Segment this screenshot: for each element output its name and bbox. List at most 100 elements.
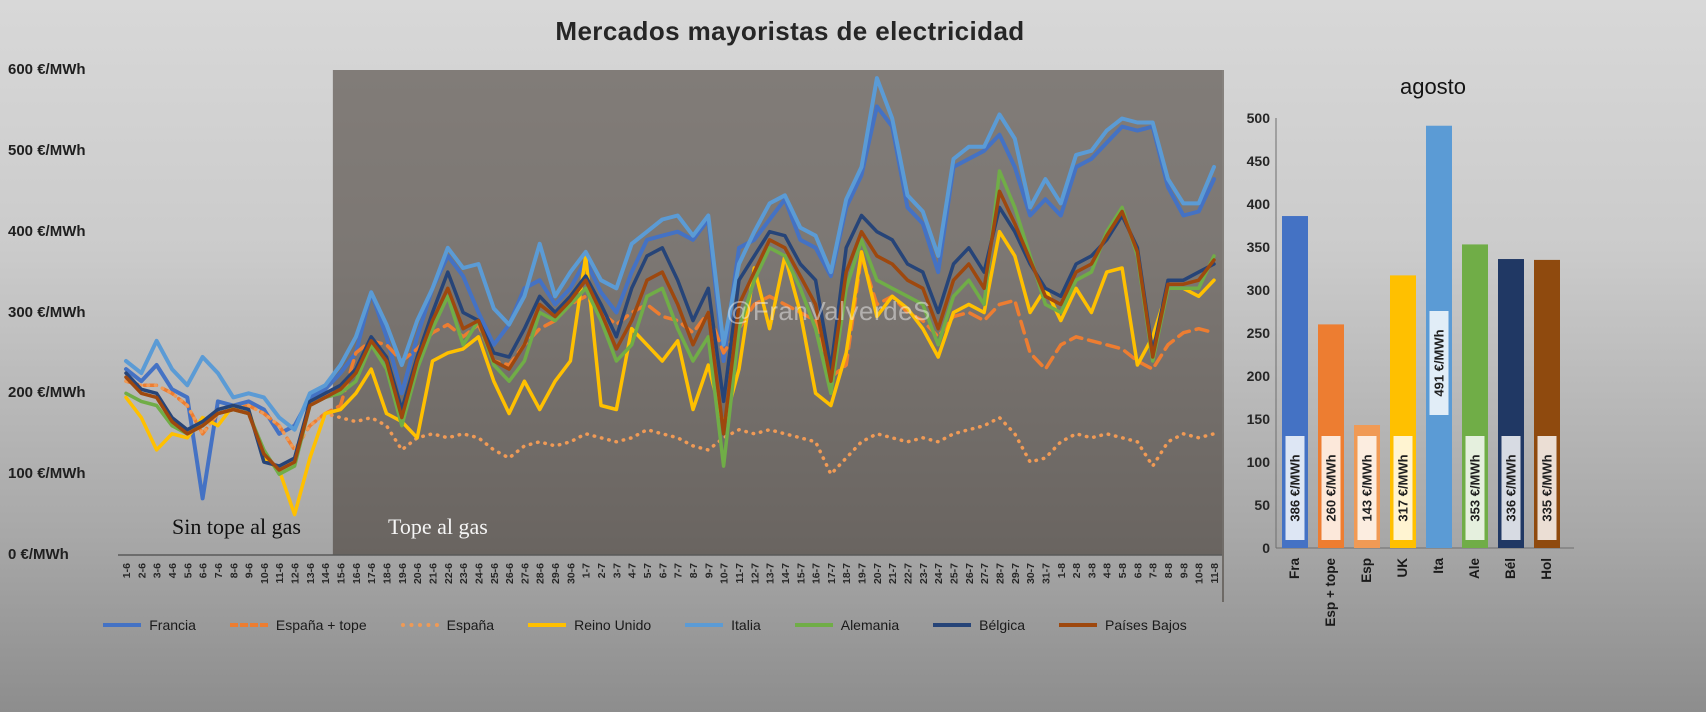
legend-line-marker: [1059, 623, 1098, 627]
y-axis-label: 500 €/MWh: [8, 141, 86, 159]
line-series-reino-unido: [124, 229, 1216, 517]
x-axis-label: 7-6: [213, 563, 225, 578]
bar-y-axis-label: 350: [1247, 239, 1271, 255]
bar-y-axis-label: 400: [1247, 196, 1271, 212]
x-axis-label: 16-6: [351, 563, 363, 584]
legend-line-marker: [528, 623, 567, 627]
svg-text:317 €/MWh: 317 €/MWh: [1396, 454, 1411, 521]
x-axis-label: 16-7: [811, 563, 823, 584]
svg-text:386 €/MWh: 386 €/MWh: [1288, 454, 1303, 521]
legend-line-marker: [794, 623, 833, 627]
y-axis-label: 100 €/MWh: [8, 465, 86, 483]
line-chart-y-axis: 600 €/MWh 500 €/MWh 400 €/MWh 300 €/MWh 200 …: [8, 61, 112, 563]
x-axis-label: 22-7: [903, 563, 915, 584]
legend-item-alemania: Alemania: [794, 617, 900, 633]
x-axis-label: 25-7: [948, 563, 960, 584]
x-axis-label: 2-8: [1071, 563, 1083, 578]
x-axis-label: 5-7: [642, 563, 654, 578]
x-axis-label: 7-7: [673, 563, 685, 578]
x-axis-label: 31-7: [1040, 563, 1052, 584]
x-axis-label: 5-6: [182, 563, 194, 578]
legend-label: Países Bajos: [1105, 617, 1187, 633]
x-axis-label: 9-8: [1178, 563, 1190, 578]
x-axis-label: 23-6: [458, 563, 470, 584]
legend-label: Francia: [149, 617, 196, 633]
svg-text:491 €/MWh: 491 €/MWh: [1432, 329, 1447, 396]
bar-category-label-b-l: Bél: [1503, 558, 1518, 579]
x-axis-label: 7-8: [1148, 563, 1160, 578]
x-axis-label: 28-7: [994, 563, 1006, 584]
legend-label: Italia: [731, 617, 761, 633]
svg-text:143 €/MWh: 143 €/MWh: [1360, 454, 1375, 521]
line-series-pa-ses-bajos: [124, 189, 1216, 472]
legend-label: Bélgica: [979, 617, 1026, 633]
bar-value-label-b-l: 336 €/MWh: [1501, 436, 1521, 540]
x-axis-label: 3-6: [152, 563, 164, 578]
shaded-region-tope-al-gas: [332, 70, 1222, 555]
legend-line-marker: [103, 623, 142, 627]
bar-y-axis-label: 300: [1247, 282, 1271, 298]
x-axis-label: 20-7: [872, 563, 884, 584]
legend-label: España: [446, 617, 495, 633]
legend-label: Alemania: [840, 617, 900, 633]
legend-item-b-lgica: Bélgica: [933, 617, 1025, 633]
x-axis-label: 28-6: [535, 563, 547, 584]
x-axis-label: 2-6: [136, 563, 148, 578]
bar-category-label-uk: UK: [1395, 558, 1410, 578]
svg-text:260 €/MWh: 260 €/MWh: [1324, 454, 1339, 521]
x-axis-label: 12-6: [290, 563, 302, 584]
bar-y-axis-label: 0: [1262, 540, 1270, 556]
y-axis-label: 400 €/MWh: [8, 222, 86, 240]
legend-line-marker: [933, 623, 972, 627]
x-axis-label: 8-6: [228, 563, 240, 578]
x-axis-label: 15-7: [795, 563, 807, 584]
line-series-espa-a: [124, 379, 1216, 476]
x-axis-label: 23-7: [918, 563, 930, 584]
legend-line-marker: [685, 623, 724, 627]
legend-item-espa-a: España: [400, 617, 495, 633]
x-axis-label: 1-8: [1056, 563, 1068, 578]
x-axis-label: 30-7: [1025, 563, 1037, 584]
bar-value-label-esp-tope: 260 €/MWh: [1321, 436, 1341, 540]
bar-chart-title: agosto: [1399, 74, 1467, 99]
x-axis-label: 12-7: [749, 563, 761, 584]
y-axis-label: 600 €/MWh: [8, 61, 86, 78]
svg-text:336 €/MWh: 336 €/MWh: [1504, 454, 1519, 521]
bar-y-axis-label: 500: [1247, 110, 1271, 126]
x-axis-label: 9-7: [703, 563, 715, 578]
svg-text:335 €/MWh: 335 €/MWh: [1540, 454, 1555, 521]
x-axis-label: 27-6: [519, 563, 531, 584]
legend-line-marker: [229, 623, 268, 627]
x-axis-label: 14-7: [780, 563, 792, 584]
x-axis-label: 8-7: [688, 563, 700, 578]
x-axis-label: 5-8: [1117, 563, 1129, 578]
bar-category-label-ale: Ale: [1467, 558, 1482, 580]
x-axis-label: 9-6: [244, 563, 256, 578]
line-series-italia: [124, 76, 1216, 432]
bar-y-axis-label: 150: [1247, 411, 1271, 427]
y-axis-label: 0 €/MWh: [8, 546, 69, 563]
legend-item-espa-a-tope: España + tope: [229, 617, 367, 633]
x-axis-label: 21-7: [887, 563, 899, 584]
legend-item-pa-ses-bajos: Países Bajos: [1059, 617, 1187, 633]
x-axis-label: 21-6: [427, 563, 439, 584]
x-axis-label: 10-6: [259, 563, 271, 584]
x-axis-label: 18-6: [382, 563, 394, 584]
x-axis-label: 29-7: [1010, 563, 1022, 584]
bar-category-label-hol: Hol: [1539, 558, 1554, 580]
bar-value-label-ita: 491 €/MWh: [1429, 311, 1449, 415]
y-axis-label: 200 €/MWh: [8, 384, 86, 402]
watermark: @FranValverdeS: [726, 296, 931, 326]
x-axis-label: 22-6: [443, 563, 455, 584]
x-axis-label: 4-8: [1102, 563, 1114, 578]
x-axis-label: 1-7: [581, 563, 593, 578]
svg-text:353 €/MWh: 353 €/MWh: [1468, 454, 1483, 521]
x-axis-label: 1-6: [121, 563, 133, 578]
x-axis-label: 11-8: [1209, 563, 1221, 584]
bar-y-axis-label: 50: [1254, 497, 1270, 513]
x-axis-label: 17-6: [366, 563, 378, 584]
bar-category-label-esp-tope: Esp + tope: [1323, 558, 1338, 627]
chart-title: Mercados mayoristas de electricidad: [555, 16, 1025, 46]
x-axis-label: 11-7: [734, 563, 746, 584]
x-axis-label: 27-7: [979, 563, 991, 584]
